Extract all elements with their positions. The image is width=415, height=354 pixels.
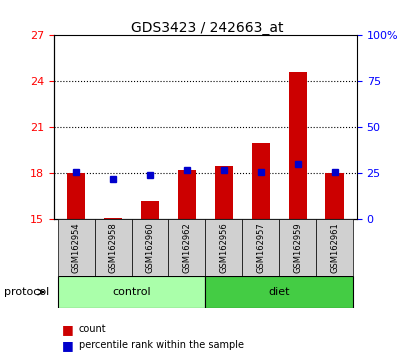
Text: ■: ■ (62, 323, 74, 336)
Text: GSM162956: GSM162956 (220, 222, 228, 273)
Text: protocol: protocol (4, 287, 49, 297)
FancyBboxPatch shape (316, 219, 353, 276)
Text: control: control (112, 287, 151, 297)
Text: GSM162957: GSM162957 (256, 222, 265, 273)
FancyBboxPatch shape (132, 219, 168, 276)
Text: count: count (79, 324, 107, 334)
Bar (67, 173, 85, 219)
FancyBboxPatch shape (58, 219, 95, 276)
FancyBboxPatch shape (95, 219, 132, 276)
Text: diet: diet (269, 287, 290, 297)
Bar (141, 201, 159, 219)
Bar (325, 173, 344, 219)
Text: GSM162959: GSM162959 (293, 222, 302, 273)
FancyBboxPatch shape (168, 219, 205, 276)
Bar (104, 218, 122, 219)
FancyBboxPatch shape (205, 219, 242, 276)
FancyBboxPatch shape (242, 219, 279, 276)
Text: ■: ■ (62, 339, 74, 352)
Text: percentile rank within the sample: percentile rank within the sample (79, 340, 244, 350)
FancyBboxPatch shape (279, 219, 316, 276)
Text: GSM162961: GSM162961 (330, 222, 339, 273)
Text: GDS3423 / 242663_at: GDS3423 / 242663_at (131, 21, 284, 35)
Text: GSM162958: GSM162958 (109, 222, 117, 273)
Text: GSM162962: GSM162962 (183, 222, 191, 273)
Bar (215, 166, 233, 219)
FancyBboxPatch shape (205, 276, 353, 308)
Bar (288, 72, 307, 219)
Bar (178, 170, 196, 219)
Bar (251, 143, 270, 219)
FancyBboxPatch shape (58, 276, 205, 308)
Text: GSM162954: GSM162954 (72, 222, 81, 273)
Text: GSM162960: GSM162960 (146, 222, 154, 273)
